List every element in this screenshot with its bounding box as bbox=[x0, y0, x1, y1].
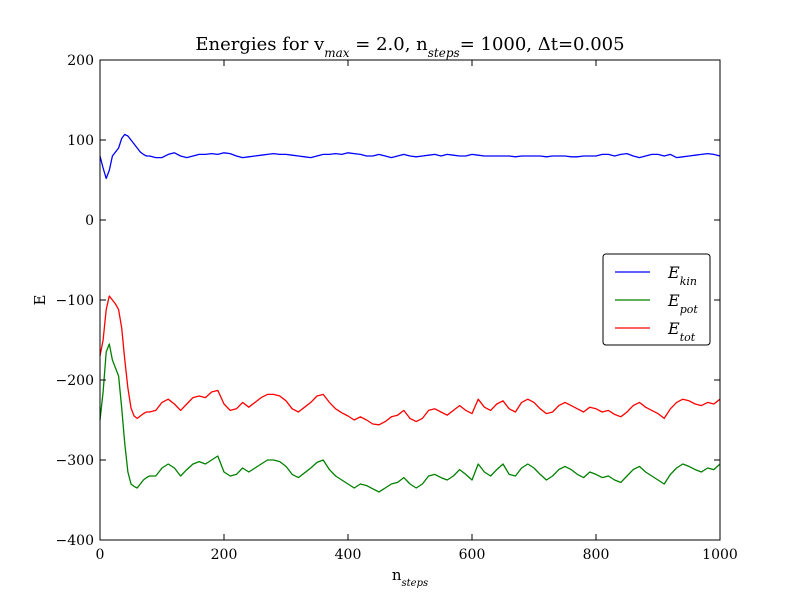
series-layer bbox=[99, 133, 721, 493]
series-line-e-tot bbox=[99, 295, 721, 426]
legend-label: Epot bbox=[667, 291, 698, 316]
series-line-e-kin bbox=[99, 133, 721, 180]
y-tick-label: −100 bbox=[56, 293, 94, 309]
tick-labels-layer: 0 200 400 600 800 1000 −400 −300 −200 −100 0 100 200 bbox=[56, 53, 738, 563]
y-tick-label: −200 bbox=[56, 373, 94, 389]
y-tick-label: 200 bbox=[67, 53, 94, 69]
x-tick-label: 200 bbox=[211, 547, 238, 563]
x-tick-label: 1000 bbox=[702, 547, 738, 563]
y-tick-label: −400 bbox=[56, 533, 94, 549]
plot-frame bbox=[99, 59, 721, 541]
x-tick-label: 800 bbox=[583, 547, 610, 563]
legend: Ekin Epot Etot bbox=[602, 253, 711, 346]
series-line-e-pot bbox=[99, 343, 721, 493]
y-tick-label: 0 bbox=[85, 213, 94, 229]
y-tick-label: −300 bbox=[56, 453, 94, 469]
chart-title: Energies for vmax = 2.0, nsteps= 1000, Δ… bbox=[195, 34, 624, 60]
x-axis-label: nsteps bbox=[392, 566, 428, 589]
legend-label: Ekin bbox=[667, 263, 697, 288]
legend-box bbox=[602, 253, 711, 346]
x-tick-label: 400 bbox=[335, 547, 362, 563]
legend-label: Etot bbox=[667, 319, 696, 344]
x-tick-label: 0 bbox=[96, 547, 105, 563]
y-tick-label: 100 bbox=[67, 133, 94, 149]
x-tick-label: 600 bbox=[459, 547, 486, 563]
y-axis-label: E bbox=[31, 295, 49, 306]
